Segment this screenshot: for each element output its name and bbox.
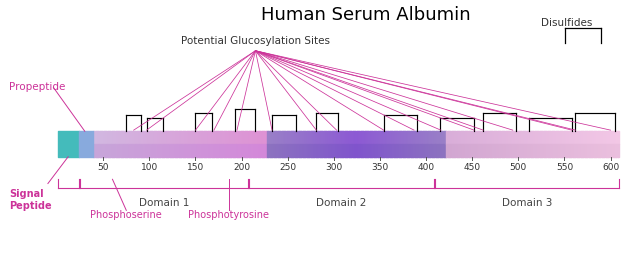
- Text: 600: 600: [602, 163, 619, 172]
- Text: 250: 250: [279, 163, 296, 172]
- Text: Signal
Peptide: Signal Peptide: [9, 189, 52, 211]
- Text: 300: 300: [325, 163, 342, 172]
- Text: Domain 2: Domain 2: [317, 198, 367, 208]
- Text: 450: 450: [463, 163, 481, 172]
- Text: 550: 550: [556, 163, 573, 172]
- Text: 500: 500: [509, 163, 527, 172]
- Text: Domain 3: Domain 3: [502, 198, 552, 208]
- Text: 400: 400: [417, 163, 435, 172]
- Text: Potential Glucosylation Sites: Potential Glucosylation Sites: [181, 36, 330, 46]
- Text: 350: 350: [371, 163, 388, 172]
- Text: 150: 150: [187, 163, 204, 172]
- Text: Domain 1: Domain 1: [139, 198, 189, 208]
- Text: Phosphotyrosine: Phosphotyrosine: [188, 210, 269, 220]
- Text: 100: 100: [141, 163, 158, 172]
- Text: Disulfides: Disulfides: [541, 18, 593, 28]
- Text: 50: 50: [97, 163, 109, 172]
- Text: 200: 200: [233, 163, 250, 172]
- Text: Phosphoserine: Phosphoserine: [90, 210, 162, 220]
- Text: Human Serum Albumin: Human Serum Albumin: [261, 5, 471, 24]
- Text: Propeptide: Propeptide: [9, 82, 65, 92]
